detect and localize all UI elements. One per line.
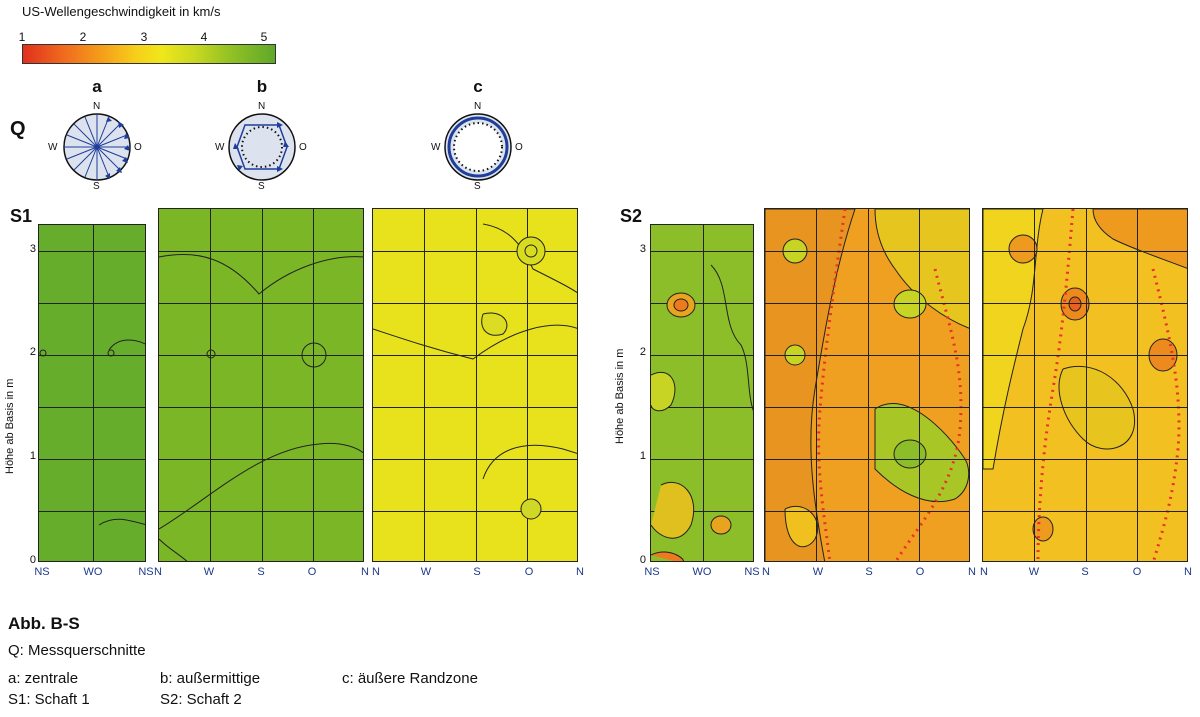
shaft2-panel-offcenter	[764, 208, 970, 562]
compass-west-label: W	[48, 142, 58, 153]
compass-b: N S W O	[215, 101, 307, 192]
legend-tick: 1	[18, 30, 26, 44]
compass-west-label: W	[431, 142, 441, 153]
cross-section-letter-a: a	[92, 77, 102, 96]
figure-caption-title: Abb. B-S	[8, 614, 80, 633]
shaft1-x-tick-offcenter: N	[154, 566, 162, 578]
shaft1-x-tick-central: NS	[138, 566, 154, 578]
shaft2-x-tick-central: NS	[644, 566, 660, 578]
cross-section-letter-c: c	[473, 77, 483, 96]
shaft1-x-tick-edge: W	[420, 566, 432, 578]
compass-south-label: S	[258, 181, 265, 192]
legend-title: US-Wellengeschwindigkeit in km/s	[22, 4, 221, 19]
shaft1-y-tick: 2	[29, 346, 36, 358]
shaft2-x-tick-offcenter: W	[812, 566, 824, 578]
shaft2-x-tick-edge: S	[1081, 566, 1089, 578]
shaft2-x-tick-offcenter: N	[762, 566, 770, 578]
shaft1-panel-central	[38, 224, 146, 562]
shaft1-panel-offcenter	[158, 208, 364, 562]
legend-color-bar	[22, 44, 276, 64]
compass-c-icon	[444, 113, 512, 181]
shaft2-y-axis-label: Höhe ab Basis in m	[614, 348, 626, 444]
shaft2-x-tick-central: WO	[692, 566, 712, 578]
cross-section-label: Q	[10, 118, 26, 140]
caption-item-c: c: äußere Randzone	[342, 670, 478, 687]
shaft1-x-tick-offcenter: N	[361, 566, 369, 578]
shaft2-x-tick-edge: W	[1028, 566, 1040, 578]
shaft1-panel-edge	[372, 208, 578, 562]
cross-section-letter-b: b	[256, 77, 268, 96]
caption-item-s1: S1: Schaft 1	[8, 691, 90, 708]
shaft2-x-tick-offcenter: S	[865, 566, 873, 578]
legend-tick: 5	[260, 30, 268, 44]
caption-item-b: b: außermittige	[160, 670, 261, 687]
shaft2-x-tick-edge: O	[1132, 566, 1142, 578]
shaft1-x-tick-central: NS	[34, 566, 50, 578]
shaft1-x-tick-offcenter: O	[307, 566, 317, 578]
legend-tick: 4	[200, 30, 208, 44]
compass-east-label: O	[515, 142, 523, 153]
shaft2-y-tick: 0	[639, 554, 646, 566]
compass-a-icon	[63, 113, 131, 181]
caption-item-a: a: zentrale	[8, 670, 79, 687]
shaft1-x-tick-edge: N	[372, 566, 380, 578]
compass-north-label: N	[474, 101, 482, 112]
compass-north-label: N	[93, 101, 101, 112]
shaft2-panel-central	[650, 224, 754, 562]
shaft1-x-tick-offcenter: W	[203, 566, 215, 578]
shaft2-y-tick: 3	[639, 243, 646, 255]
shaft2-x-tick-edge: N	[1184, 566, 1192, 578]
shaft1-x-tick-offcenter: S	[257, 566, 265, 578]
shaft1-x-tick-edge: S	[473, 566, 481, 578]
shaft2-panel-edge	[982, 208, 1188, 562]
shaft2-x-tick-edge: N	[980, 566, 988, 578]
compass-east-label: O	[299, 142, 307, 153]
legend-tick: 3	[140, 30, 148, 44]
shaft2-x-tick-central: NS	[744, 566, 760, 578]
shaft1-x-tick-edge: O	[524, 566, 534, 578]
compass-south-label: S	[474, 181, 481, 192]
shaft2-label: S2	[620, 206, 643, 226]
shaft1-y-axis-label: Höhe ab Basis in m	[4, 378, 16, 474]
compass-west-label: W	[215, 142, 225, 153]
shaft1-label: S1	[10, 206, 33, 226]
compass-c: N S W O	[431, 101, 523, 192]
caption-item-s2: S2: Schaft 2	[160, 691, 242, 708]
compass-east-label: O	[134, 142, 142, 153]
shaft1-x-tick-central: WO	[83, 566, 103, 578]
shaft2-y-tick: 2	[639, 346, 646, 358]
shaft1-y-tick: 1	[29, 450, 36, 462]
shaft1-x-tick-edge: N	[576, 566, 584, 578]
compass-north-label: N	[258, 101, 266, 112]
shaft1-y-tick: 0	[29, 554, 36, 566]
shaft2-x-tick-offcenter: O	[915, 566, 925, 578]
shaft2-y-tick: 1	[639, 450, 646, 462]
caption-line-q: Q: Messquerschnitte	[8, 642, 146, 659]
compass-a: N S W O	[48, 101, 142, 192]
compass-south-label: S	[93, 181, 100, 192]
shaft2-x-tick-offcenter: N	[968, 566, 976, 578]
shaft1-y-tick: 3	[29, 243, 36, 255]
legend-tick: 2	[79, 30, 87, 44]
compass-b-icon	[228, 113, 296, 181]
